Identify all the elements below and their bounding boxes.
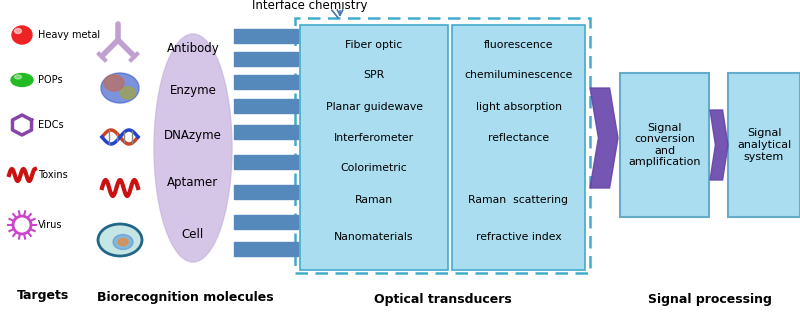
Text: Biorecognition molecules: Biorecognition molecules bbox=[97, 290, 274, 304]
Text: Heavy metal: Heavy metal bbox=[38, 30, 100, 40]
Ellipse shape bbox=[113, 234, 133, 250]
Text: EDCs: EDCs bbox=[38, 120, 64, 130]
Text: Fiber optic: Fiber optic bbox=[346, 40, 402, 50]
Bar bbox=[234, 52, 298, 66]
Polygon shape bbox=[590, 88, 618, 188]
Text: Optical transducers: Optical transducers bbox=[374, 293, 511, 307]
Text: Interface chemistry: Interface chemistry bbox=[252, 0, 368, 12]
Ellipse shape bbox=[101, 73, 139, 103]
Ellipse shape bbox=[14, 29, 22, 33]
Text: light absorption: light absorption bbox=[475, 102, 562, 112]
Text: Planar guidewave: Planar guidewave bbox=[326, 102, 422, 112]
Text: Signal
analytical
system: Signal analytical system bbox=[737, 128, 791, 162]
Text: Enzyme: Enzyme bbox=[170, 83, 217, 97]
Text: Raman  scattering: Raman scattering bbox=[469, 195, 569, 205]
Bar bbox=[234, 99, 298, 113]
Bar bbox=[234, 125, 298, 139]
Text: fluorescence: fluorescence bbox=[484, 40, 554, 50]
Text: Nanomaterials: Nanomaterials bbox=[334, 232, 414, 242]
Ellipse shape bbox=[154, 34, 232, 262]
Text: Antibody: Antibody bbox=[166, 42, 219, 54]
Bar bbox=[234, 185, 298, 199]
Text: Signal
conversion
and
amplification: Signal conversion and amplification bbox=[628, 123, 701, 167]
Text: POPs: POPs bbox=[38, 75, 62, 85]
Text: Interferometer: Interferometer bbox=[334, 133, 414, 143]
Bar bbox=[234, 155, 298, 169]
Text: Signal processing: Signal processing bbox=[648, 293, 772, 307]
Ellipse shape bbox=[121, 87, 135, 99]
Text: Colorimetric: Colorimetric bbox=[341, 163, 407, 173]
FancyBboxPatch shape bbox=[728, 73, 800, 217]
Text: Toxins: Toxins bbox=[38, 170, 68, 180]
Ellipse shape bbox=[118, 239, 128, 245]
Text: reflectance: reflectance bbox=[488, 133, 549, 143]
Bar bbox=[234, 75, 298, 89]
Ellipse shape bbox=[11, 73, 33, 87]
Bar bbox=[234, 29, 298, 43]
Ellipse shape bbox=[98, 224, 142, 256]
Text: Targets: Targets bbox=[17, 289, 70, 302]
FancyBboxPatch shape bbox=[620, 73, 709, 217]
Text: refractive index: refractive index bbox=[476, 232, 562, 242]
FancyBboxPatch shape bbox=[300, 25, 448, 270]
Text: chemiluminescence: chemiluminescence bbox=[464, 70, 573, 80]
Text: DNAzyme: DNAzyme bbox=[164, 128, 222, 141]
Ellipse shape bbox=[12, 26, 32, 44]
Ellipse shape bbox=[14, 75, 22, 79]
Bar bbox=[234, 215, 298, 229]
Text: Raman: Raman bbox=[355, 195, 393, 205]
Text: Virus: Virus bbox=[38, 220, 62, 230]
Text: Cell: Cell bbox=[182, 229, 204, 242]
FancyBboxPatch shape bbox=[452, 25, 585, 270]
Bar bbox=[234, 242, 298, 256]
Text: SPR: SPR bbox=[363, 70, 385, 80]
Polygon shape bbox=[710, 110, 728, 180]
Text: Aptamer: Aptamer bbox=[167, 175, 218, 188]
Ellipse shape bbox=[104, 75, 124, 91]
